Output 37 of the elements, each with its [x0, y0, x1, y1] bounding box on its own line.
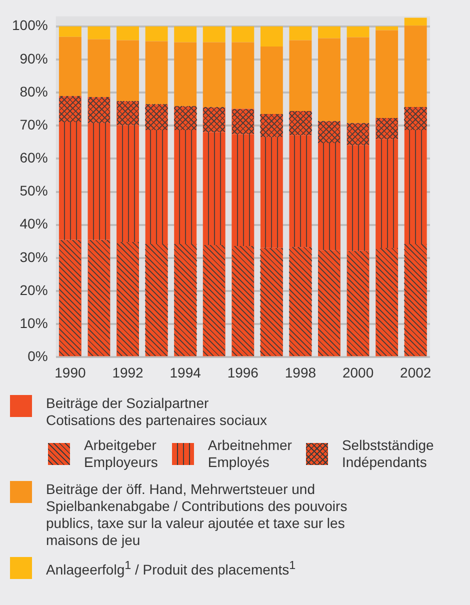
- legend-label: Arbeitnehmer Employés: [208, 437, 292, 471]
- bar: [318, 26, 340, 38]
- x-tick-label: 1994: [170, 364, 202, 380]
- bar: [404, 18, 427, 26]
- x-tick-label: 1998: [284, 364, 316, 380]
- x-tick-label: 1990: [54, 364, 86, 380]
- x-tick-label: 2000: [342, 364, 374, 380]
- y-tick-label: 70%: [20, 116, 48, 132]
- y-tick-label: 80%: [20, 83, 48, 100]
- bar: [289, 26, 312, 40]
- y-tick-label: 20%: [20, 282, 48, 298]
- bar: [174, 26, 197, 42]
- x-tick-label: 1996: [227, 364, 259, 380]
- legend-label: Beiträge der öff. Hand, Mehrwertsteuer und Spielbankenabgabe / Contributions des pouvoirs publics, taxe sur la valeur ajoutée et taxe sur les maisons de jeu: [46, 481, 348, 549]
- y-tick-label: 40%: [20, 216, 48, 232]
- bar: [260, 26, 283, 47]
- y-tick-label: 50%: [20, 182, 48, 199]
- bar: [116, 26, 139, 40]
- bar: [88, 26, 110, 40]
- bar: [202, 26, 226, 42]
- bar: [145, 26, 168, 42]
- y-tick-label: 30%: [20, 248, 48, 265]
- legend-label: Anlageerfolg$^{1}$ / Produit des placements$^{1}$: [46, 558, 297, 579]
- y-tick-label: 100%: [12, 17, 48, 34]
- bar: [232, 26, 254, 42]
- legend-label: Arbeitgeber Employeurs: [84, 437, 158, 471]
- bar: [346, 26, 370, 38]
- bar: [58, 26, 82, 37]
- y-tick-label: 90%: [20, 50, 48, 66]
- legend-label: Selbstständige Indépendants: [342, 437, 434, 471]
- y-tick-label: 10%: [20, 314, 48, 331]
- legend-title: Beiträge der Sozialpartner Cotisations des partenaires sociaux: [46, 395, 268, 429]
- y-tick-label: 0%: [28, 348, 48, 364]
- x-tick-label: 1992: [112, 364, 144, 380]
- bar: [376, 26, 398, 30]
- x-tick-label: 2002: [400, 364, 432, 380]
- y-tick-label: 60%: [20, 150, 48, 166]
